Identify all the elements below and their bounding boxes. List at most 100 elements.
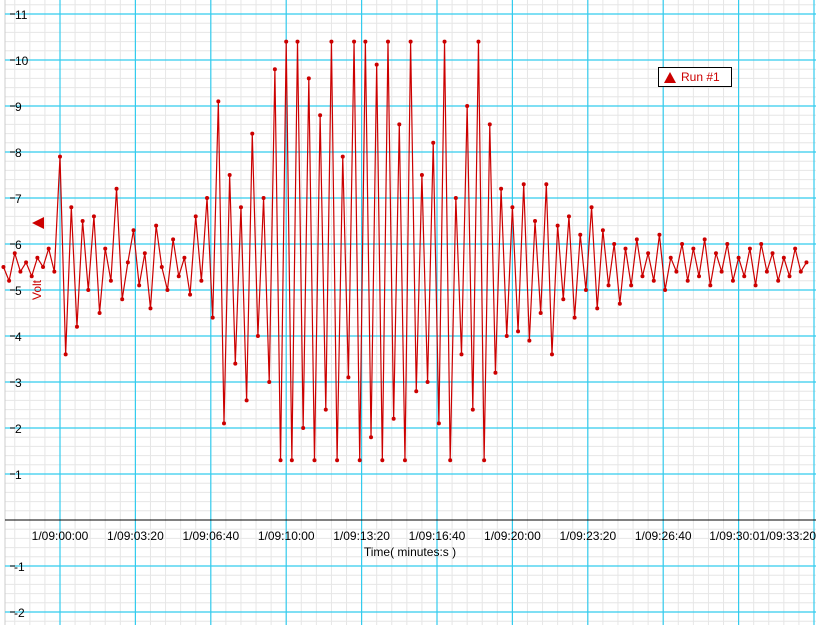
data-point	[137, 283, 142, 288]
x-tick-labels: 1/09:00:00 1/09:03:20 1/09:06:40 1/09:10:00…	[32, 529, 817, 543]
data-point	[385, 39, 390, 44]
data-point	[41, 265, 46, 269]
data-point	[380, 458, 385, 463]
data-point	[52, 269, 57, 274]
data-point	[216, 99, 221, 104]
data-point	[91, 214, 96, 219]
data-point	[69, 205, 74, 210]
data-point	[533, 219, 538, 223]
major-grid	[4, 0, 816, 625]
data-point	[352, 39, 357, 44]
data-point	[306, 76, 311, 81]
data-point	[544, 182, 549, 187]
data-point	[318, 113, 323, 118]
x-tick-label: 1/09:26:40	[635, 529, 692, 543]
data-point	[776, 278, 781, 283]
data-point	[267, 380, 272, 384]
data-point	[312, 458, 317, 463]
data-point	[357, 458, 362, 463]
data-point	[131, 228, 136, 233]
data-point	[323, 407, 328, 412]
data-point	[255, 334, 260, 338]
data-point	[549, 352, 554, 357]
data-point	[482, 458, 487, 463]
data-point	[742, 274, 747, 279]
x-tick-label: 1/09:20:00	[484, 529, 541, 543]
data-point	[182, 255, 187, 260]
x-tick-label: 1/09:03:20	[107, 529, 164, 543]
data-point	[86, 288, 91, 292]
data-point	[188, 292, 193, 297]
data-point	[244, 398, 249, 403]
y-tick-label: 7	[15, 192, 22, 206]
data-point	[453, 196, 458, 200]
data-point	[583, 288, 588, 292]
data-point	[747, 246, 752, 251]
data-point	[578, 232, 583, 237]
data-point	[227, 173, 232, 177]
data-point	[250, 131, 255, 136]
data-point	[295, 39, 300, 44]
x-tick-label: 1/09:00:00	[32, 529, 89, 543]
data-point	[465, 104, 470, 108]
y-tick-label: 3	[15, 376, 22, 390]
data-point	[561, 297, 566, 302]
y-tick-label: 10	[15, 54, 29, 68]
data-point	[35, 255, 40, 260]
data-point	[7, 278, 12, 283]
data-point	[713, 251, 718, 256]
y-tick-label: 4	[15, 330, 22, 344]
data-point	[798, 269, 803, 274]
y-tick-label: 1	[15, 468, 22, 482]
data-point	[600, 228, 605, 233]
data-point	[612, 242, 617, 246]
data-point	[374, 62, 379, 67]
x-axis-label: Time( minutes:s )	[364, 545, 456, 559]
data-point	[459, 352, 464, 357]
x-tick-label: 1/09:16:40	[409, 529, 466, 543]
data-point	[719, 269, 724, 274]
data-point	[165, 288, 170, 292]
legend: Run #1	[658, 67, 732, 87]
data-point	[697, 274, 702, 279]
data-point	[1, 265, 6, 269]
data-point	[566, 214, 571, 219]
data-point	[685, 278, 690, 283]
data-point	[725, 242, 730, 246]
data-point	[18, 269, 23, 274]
data-point	[278, 458, 283, 463]
data-point	[29, 274, 34, 279]
data-point	[63, 352, 68, 357]
data-point	[103, 246, 108, 251]
data-point	[205, 196, 210, 200]
data-point	[238, 205, 243, 210]
data-point	[787, 274, 792, 279]
data-point	[425, 380, 430, 384]
data-point	[606, 283, 611, 288]
data-point	[12, 251, 17, 256]
data-point	[142, 251, 147, 256]
data-point	[402, 458, 407, 463]
data-point	[572, 315, 577, 320]
data-point	[527, 338, 532, 343]
y-tick-label: 5	[15, 284, 22, 298]
y-tick-label: -1	[14, 560, 25, 574]
data-point	[58, 154, 62, 159]
data-point	[680, 242, 685, 246]
data-point	[199, 278, 204, 283]
data-point	[221, 421, 226, 426]
data-point	[674, 269, 679, 274]
data-point	[781, 255, 786, 260]
y-axis-series-marker-icon	[32, 217, 44, 229]
data-point	[493, 370, 498, 375]
data-point	[97, 311, 102, 315]
data-point	[159, 265, 164, 269]
data-point	[702, 237, 707, 242]
data-point	[634, 237, 639, 242]
data-point	[793, 246, 798, 251]
data-point	[629, 283, 634, 288]
data-point	[623, 246, 628, 251]
data-point	[436, 421, 441, 426]
data-point	[646, 251, 651, 256]
data-point	[397, 122, 402, 127]
